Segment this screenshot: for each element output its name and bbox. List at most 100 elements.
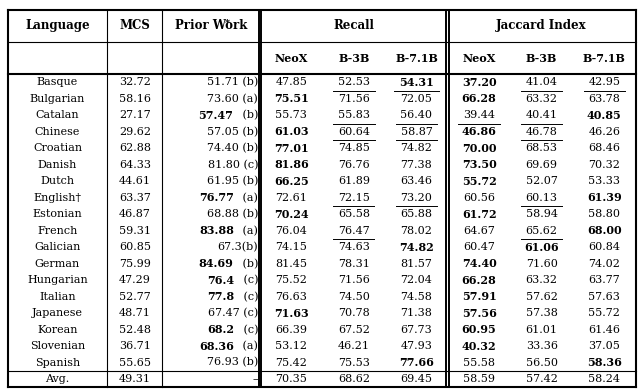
Text: 63.77: 63.77 bbox=[588, 275, 620, 285]
Text: 29.62: 29.62 bbox=[119, 127, 151, 137]
Text: 46.26: 46.26 bbox=[588, 127, 620, 137]
Text: 71.38: 71.38 bbox=[401, 308, 433, 318]
Text: 42.95: 42.95 bbox=[588, 77, 620, 87]
Text: 40.32: 40.32 bbox=[461, 341, 497, 352]
Text: 74.85: 74.85 bbox=[338, 143, 370, 153]
Text: 70.00: 70.00 bbox=[462, 143, 496, 154]
Text: 49.31: 49.31 bbox=[119, 374, 151, 384]
Text: 55.83: 55.83 bbox=[338, 110, 370, 120]
Text: 81.57: 81.57 bbox=[401, 259, 433, 269]
Text: (c): (c) bbox=[239, 292, 258, 302]
Text: 58.94: 58.94 bbox=[525, 209, 557, 219]
Text: 63.37: 63.37 bbox=[119, 193, 151, 203]
Text: 61.06: 61.06 bbox=[524, 242, 559, 253]
Text: 39.44: 39.44 bbox=[463, 110, 495, 120]
Text: 57.42: 57.42 bbox=[525, 374, 557, 384]
Text: 75.53: 75.53 bbox=[338, 358, 370, 368]
Text: 74.82: 74.82 bbox=[399, 242, 434, 253]
Text: 74.63: 74.63 bbox=[338, 242, 370, 252]
Text: 46.21: 46.21 bbox=[338, 341, 370, 351]
Text: 58.24: 58.24 bbox=[588, 374, 620, 384]
Text: 46.78: 46.78 bbox=[525, 127, 557, 137]
Text: B-7.1B: B-7.1B bbox=[583, 53, 626, 64]
Text: B-3B: B-3B bbox=[338, 53, 369, 64]
Text: 74.40: 74.40 bbox=[461, 258, 497, 269]
Text: (b): (b) bbox=[239, 258, 258, 269]
Text: 56.40: 56.40 bbox=[401, 110, 433, 120]
Text: 44.61: 44.61 bbox=[119, 176, 151, 186]
Text: 67.73: 67.73 bbox=[401, 325, 433, 335]
Text: 57.91: 57.91 bbox=[461, 291, 497, 302]
Text: Jaccard Index: Jaccard Index bbox=[497, 19, 587, 33]
Text: 77.66: 77.66 bbox=[399, 357, 434, 368]
Text: *: * bbox=[225, 18, 230, 27]
Text: 61.46: 61.46 bbox=[588, 325, 620, 335]
Text: 37.05: 37.05 bbox=[588, 341, 620, 351]
Text: 55.65: 55.65 bbox=[119, 358, 151, 368]
Text: 64.67: 64.67 bbox=[463, 226, 495, 236]
Text: 37.20: 37.20 bbox=[461, 77, 497, 88]
Text: 55.72: 55.72 bbox=[588, 308, 620, 318]
Text: 60.47: 60.47 bbox=[463, 242, 495, 252]
Text: 70.32: 70.32 bbox=[588, 160, 620, 170]
Text: 58.16: 58.16 bbox=[119, 94, 151, 104]
Text: 46.87: 46.87 bbox=[119, 209, 151, 219]
Text: French: French bbox=[37, 226, 77, 236]
Text: 68.00: 68.00 bbox=[587, 225, 621, 236]
Text: Korean: Korean bbox=[37, 325, 77, 335]
Text: 40.41: 40.41 bbox=[525, 110, 557, 120]
Text: Recall: Recall bbox=[333, 19, 374, 33]
Text: 63.78: 63.78 bbox=[588, 94, 620, 104]
Text: 70.24: 70.24 bbox=[274, 209, 308, 220]
Text: 61.89: 61.89 bbox=[338, 176, 370, 186]
Text: 75.42: 75.42 bbox=[275, 358, 307, 368]
Text: 62.88: 62.88 bbox=[119, 143, 151, 153]
Text: Dutch: Dutch bbox=[40, 176, 74, 186]
Text: 63.46: 63.46 bbox=[401, 176, 433, 186]
Text: 57.62: 57.62 bbox=[525, 292, 557, 301]
Text: (a): (a) bbox=[239, 225, 258, 236]
Text: 67.3(b): 67.3(b) bbox=[218, 242, 258, 252]
Text: 53.33: 53.33 bbox=[588, 176, 620, 186]
Text: 68.53: 68.53 bbox=[525, 143, 557, 153]
Text: NeoX: NeoX bbox=[275, 53, 308, 64]
Text: (a): (a) bbox=[239, 192, 258, 203]
Text: 73.60 (a): 73.60 (a) bbox=[207, 94, 258, 104]
Text: 65.58: 65.58 bbox=[338, 209, 370, 219]
Text: 76.63: 76.63 bbox=[275, 292, 307, 301]
Text: Chinese: Chinese bbox=[35, 127, 80, 137]
Text: 77.01: 77.01 bbox=[274, 143, 308, 154]
Text: 65.62: 65.62 bbox=[525, 226, 557, 236]
Text: Galician: Galician bbox=[35, 242, 81, 252]
Text: 74.58: 74.58 bbox=[401, 292, 433, 301]
Text: 81.80 (c): 81.80 (c) bbox=[207, 160, 258, 170]
Text: 74.15: 74.15 bbox=[275, 242, 307, 252]
Text: 33.36: 33.36 bbox=[525, 341, 557, 351]
Text: 63.32: 63.32 bbox=[525, 275, 557, 285]
Text: 64.33: 64.33 bbox=[119, 160, 151, 170]
Text: 71.56: 71.56 bbox=[338, 275, 370, 285]
Text: 57.05 (b): 57.05 (b) bbox=[207, 127, 258, 137]
Text: 58.87: 58.87 bbox=[401, 127, 433, 137]
Text: 76.93 (b): 76.93 (b) bbox=[207, 358, 258, 368]
Text: 57.38: 57.38 bbox=[525, 308, 557, 318]
Text: 72.05: 72.05 bbox=[401, 94, 433, 104]
Text: Slovenian: Slovenian bbox=[30, 341, 85, 351]
Text: 75.51: 75.51 bbox=[274, 93, 308, 104]
Text: Japanese: Japanese bbox=[32, 308, 83, 318]
Text: 63.32: 63.32 bbox=[525, 94, 557, 104]
Text: –: – bbox=[253, 374, 258, 384]
Text: Italian: Italian bbox=[39, 292, 76, 301]
Text: 76.4: 76.4 bbox=[207, 275, 234, 286]
Text: Prior Work: Prior Work bbox=[175, 19, 248, 33]
Text: 67.47 (c): 67.47 (c) bbox=[208, 308, 258, 318]
Text: 76.47: 76.47 bbox=[338, 226, 370, 236]
Text: 76.77: 76.77 bbox=[199, 192, 234, 203]
Text: 68.2: 68.2 bbox=[207, 324, 234, 335]
Text: 74.50: 74.50 bbox=[338, 292, 370, 301]
Text: 57.63: 57.63 bbox=[588, 292, 620, 301]
Text: 55.58: 55.58 bbox=[463, 358, 495, 368]
Text: 55.73: 55.73 bbox=[275, 110, 307, 120]
Text: 73.50: 73.50 bbox=[461, 159, 497, 170]
Text: 70.78: 70.78 bbox=[338, 308, 370, 318]
